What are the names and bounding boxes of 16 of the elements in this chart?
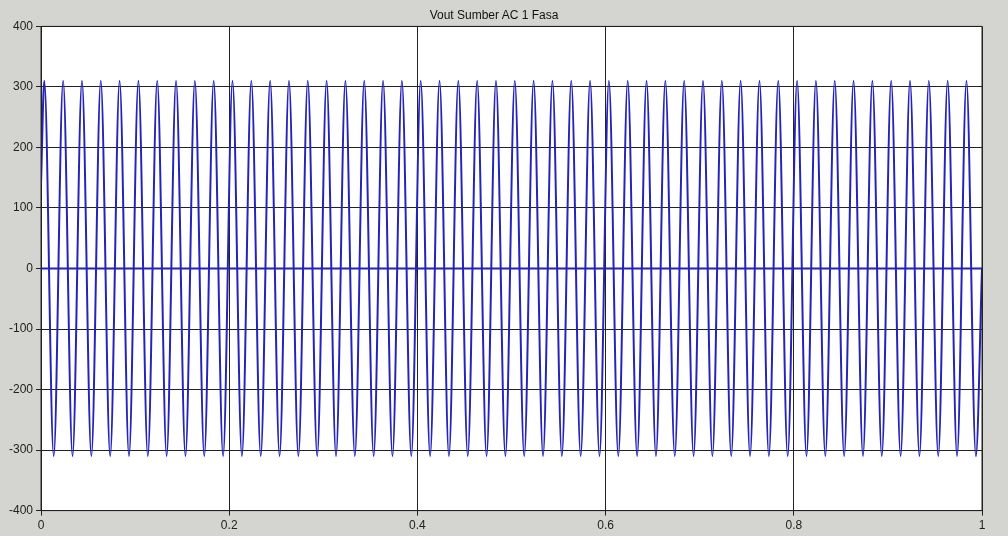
y-tick-label: 100 (12, 200, 34, 215)
x-tick-label: 0.4 (409, 518, 427, 533)
x-tick-label: 0.6 (597, 518, 615, 533)
x-tick-label: 0.2 (220, 518, 238, 533)
y-tick-label: -200 (8, 381, 34, 396)
y-tick-label: -100 (8, 321, 34, 336)
y-tick-label: -400 (8, 502, 34, 517)
x-tick-label: 0.8 (785, 518, 803, 533)
y-tick-label: 300 (12, 79, 34, 94)
x-tick-label: 1 (978, 518, 986, 533)
y-tick-label: -300 (8, 442, 34, 457)
chart-title: Vout Sumber AC 1 Fasa (429, 7, 559, 22)
y-tick-label: 400 (12, 18, 34, 33)
y-tick-label: 200 (12, 139, 34, 154)
y-tick-label: 0 (26, 260, 34, 275)
x-tick-label: 0 (37, 518, 45, 533)
